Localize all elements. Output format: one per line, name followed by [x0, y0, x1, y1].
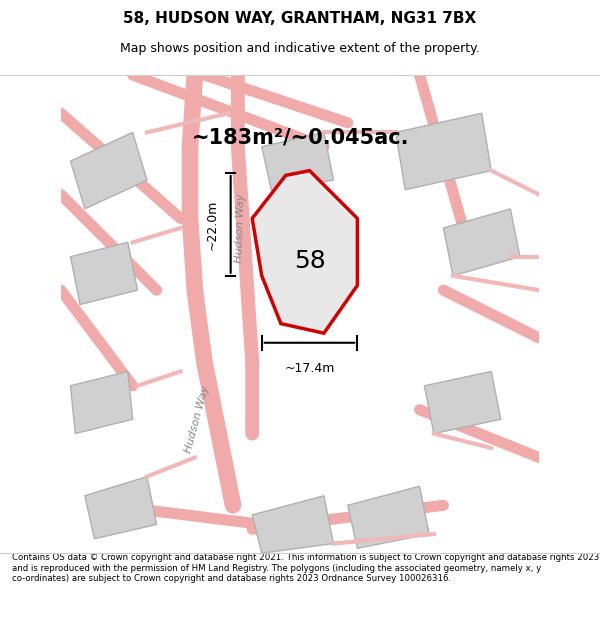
Polygon shape [252, 496, 334, 553]
Text: ~183m²/~0.045ac.: ~183m²/~0.045ac. [191, 127, 409, 147]
Polygon shape [262, 132, 334, 190]
Polygon shape [70, 132, 147, 209]
Polygon shape [252, 171, 358, 333]
Polygon shape [443, 209, 520, 276]
Text: Hudson Way: Hudson Way [234, 193, 247, 263]
Polygon shape [85, 477, 157, 539]
Text: 58, HUDSON WAY, GRANTHAM, NG31 7BX: 58, HUDSON WAY, GRANTHAM, NG31 7BX [124, 11, 476, 26]
Text: ~22.0m: ~22.0m [206, 199, 219, 249]
Text: Contains OS data © Crown copyright and database right 2021. This information is : Contains OS data © Crown copyright and d… [12, 553, 599, 583]
Polygon shape [395, 113, 491, 190]
Text: ~17.4m: ~17.4m [284, 362, 335, 375]
Polygon shape [424, 371, 501, 434]
Polygon shape [348, 486, 429, 548]
Text: 58: 58 [293, 249, 325, 274]
Polygon shape [262, 204, 338, 304]
Polygon shape [70, 371, 133, 434]
Polygon shape [70, 242, 137, 304]
Text: Map shows position and indicative extent of the property.: Map shows position and indicative extent… [120, 42, 480, 55]
Text: Hudson Way: Hudson Way [184, 384, 211, 454]
